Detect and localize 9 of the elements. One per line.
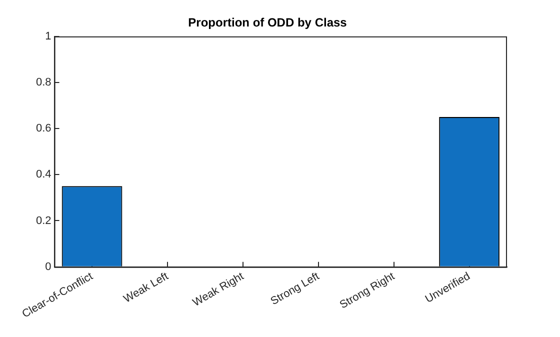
y-tick-label: 1 [45,30,52,42]
y-tick-label: 0.8 [36,76,52,89]
y-tick-label: 0.4 [36,168,52,181]
y-tick-label: 0.2 [36,214,52,227]
y-tick-label: 0 [45,260,52,273]
x-tick-label: Weak Right [190,270,246,310]
x-tick-label: Weak Left [122,270,170,306]
y-tick-label: 0.6 [36,122,52,135]
chart-title: Proportion of ODD by Class [188,16,348,30]
